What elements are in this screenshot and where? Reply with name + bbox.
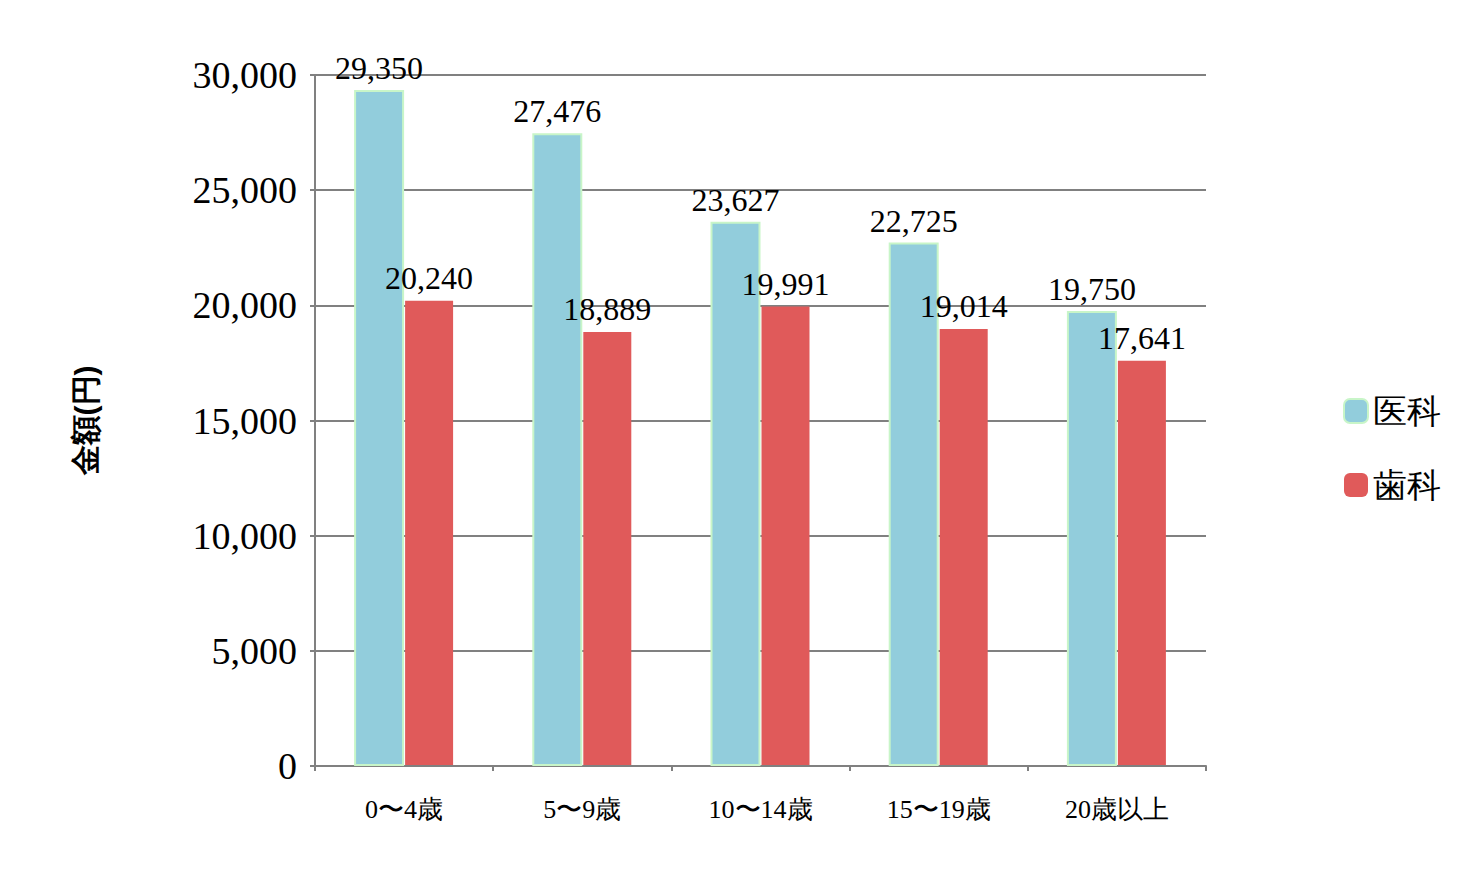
svg-text:30,000: 30,000 (193, 54, 298, 96)
svg-text:歯科: 歯科 (1373, 466, 1441, 504)
svg-text:22,725: 22,725 (870, 203, 958, 239)
svg-text:0: 0 (278, 745, 297, 787)
svg-text:金額(円): 金額(円) (69, 366, 102, 477)
svg-text:18,889: 18,889 (563, 291, 651, 327)
svg-text:27,476: 27,476 (513, 93, 601, 129)
svg-text:23,627: 23,627 (692, 182, 780, 218)
svg-text:医科: 医科 (1373, 392, 1441, 430)
svg-text:0〜4歳: 0〜4歳 (365, 795, 443, 824)
svg-text:5,000: 5,000 (212, 630, 298, 672)
svg-text:20,000: 20,000 (193, 284, 298, 326)
svg-text:25,000: 25,000 (193, 169, 298, 211)
svg-text:29,350: 29,350 (335, 50, 423, 86)
svg-text:5〜9歳: 5〜9歳 (543, 795, 621, 824)
svg-text:10,000: 10,000 (193, 515, 298, 557)
svg-text:20,240: 20,240 (385, 260, 473, 296)
svg-text:17,641: 17,641 (1098, 320, 1186, 356)
svg-text:19,750: 19,750 (1048, 271, 1136, 307)
svg-text:15〜19歳: 15〜19歳 (887, 795, 991, 824)
svg-text:20歳以上: 20歳以上 (1065, 795, 1169, 824)
svg-text:19,991: 19,991 (742, 266, 830, 302)
svg-text:19,014: 19,014 (920, 288, 1008, 324)
svg-text:10〜14歳: 10〜14歳 (709, 795, 813, 824)
svg-text:15,000: 15,000 (193, 400, 298, 442)
